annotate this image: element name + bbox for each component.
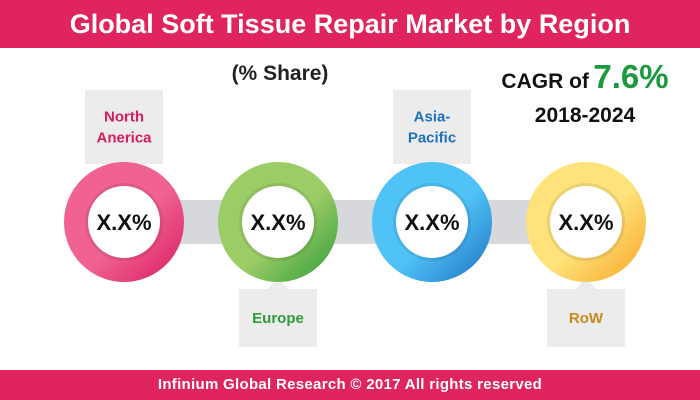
value-label-europe: X.X% [250,210,305,235]
callout-box-north-anerica [85,90,163,164]
callout-europe: Europe [239,277,317,347]
region-label-europe: Europe [252,310,304,327]
donut-hole-north-anerica [88,186,160,258]
callout-pointer-europe [268,277,288,289]
cagr-value: 7.6% [593,58,669,95]
chart-subtitle: (% Share) [231,62,329,85]
donut-row: X.X% [526,162,646,282]
callout-box-europe [239,289,317,347]
region-callouts: North Anerica Europe Asia-Pacific RoW [85,90,625,347]
donut-hole-asia-pacific [396,186,468,258]
connector-bands [124,200,586,244]
value-label-row: X.X% [558,210,613,235]
callout-box-row [547,289,625,347]
chart-title: Global Soft Tissue Repair Market by Regi… [0,0,700,48]
region-label-asia-pacific: Asia-Pacific [408,109,456,147]
callout-asia-pacific: Asia-Pacific [393,90,471,176]
callout-pointer-row [576,277,596,289]
donut-asia-pacific: X.X% [372,162,492,282]
value-label-north-anerica: X.X% [96,210,151,235]
callout-row: RoW [547,277,625,347]
region-label-row: RoW [569,310,604,327]
value-label-asia-pacific: X.X% [404,210,459,235]
region-label-north-anerica: North Anerica [96,109,152,147]
cagr-block: CAGR of 7.6% [470,58,700,96]
footer-copyright: Infinium Global Research © 2017 All righ… [0,370,700,400]
cagr-label: CAGR of [501,70,589,93]
donut-europe: X.X% [218,162,338,282]
callout-box-asia-pacific [393,90,471,164]
donut-hole-row [550,186,622,258]
callout-north-anerica: North Anerica [85,90,163,176]
donut-north-anerica: X.X% [64,162,184,282]
region-donuts: X.X% X.X% X.X% X.X% [64,162,646,282]
donut-hole-europe [242,186,314,258]
cagr-period: 2018-2024 [534,104,636,127]
